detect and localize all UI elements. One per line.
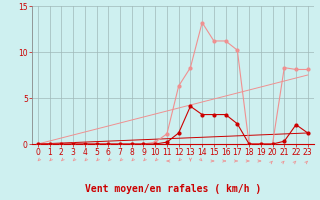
- Text: Vent moyen/en rafales ( km/h ): Vent moyen/en rafales ( km/h ): [85, 184, 261, 194]
